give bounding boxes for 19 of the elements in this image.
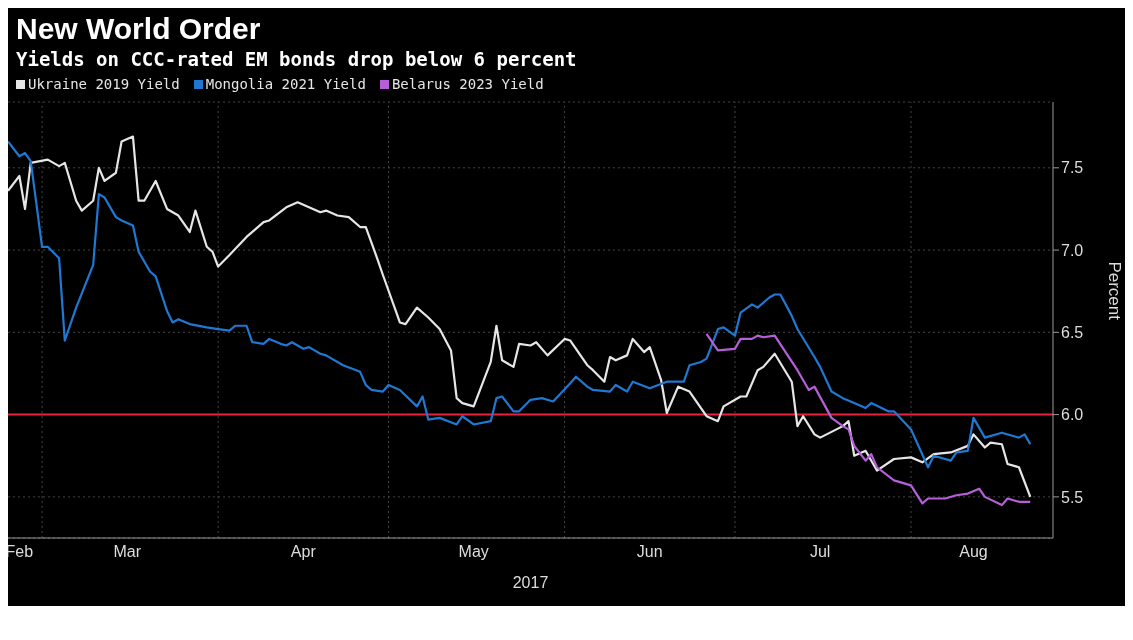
legend-label: Mongolia 2021 Yield (205, 76, 366, 92)
x-tick-label: May (458, 543, 489, 561)
y-tick-label: 7.0 (1061, 241, 1084, 259)
x-axis-title: 2017 (512, 574, 549, 591)
x-tick-label: Aug (959, 543, 988, 561)
x-tick-label: Jun (636, 543, 663, 561)
x-tick-label: Mar (113, 543, 142, 561)
y-tick-label: 6.0 (1061, 406, 1084, 424)
line-series (705, 332, 1032, 507)
x-tick-label: Apr (290, 543, 317, 561)
x-tick-label: Jul (809, 543, 831, 561)
chart-title: New World Order (15, 11, 262, 46)
y-tick-label: 5.5 (1061, 488, 1084, 506)
y-axis-title: Percent (1104, 261, 1124, 321)
y-tick-label: 7.5 (1061, 159, 1084, 177)
y-tick-label: 6.5 (1061, 324, 1084, 342)
chart-subtitle: Yields on CCC-rated EM bonds drop below 6 percent (15, 47, 578, 72)
legend-label: Belarus 2023 Yield (391, 76, 544, 92)
legend-label: Ukraine 2019 Yield (28, 76, 180, 92)
